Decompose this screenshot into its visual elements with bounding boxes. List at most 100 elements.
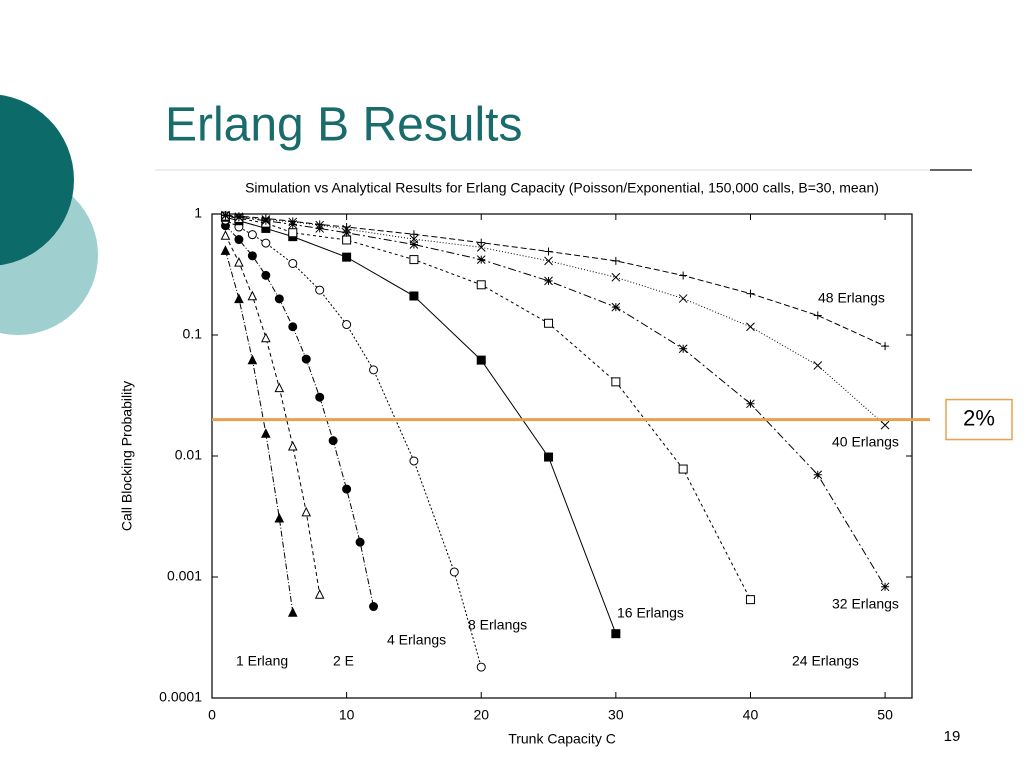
marker (301, 506, 312, 517)
marker (409, 230, 418, 239)
series-line (225, 219, 482, 668)
marker (261, 428, 271, 438)
marker (274, 382, 285, 393)
marker (274, 512, 285, 523)
marker (342, 228, 351, 238)
marker (315, 285, 325, 295)
marker (880, 582, 890, 592)
marker (247, 230, 257, 240)
page-number: 19 (944, 728, 961, 745)
marker (261, 238, 271, 248)
marker (328, 436, 338, 446)
marker (611, 629, 621, 639)
series-label: 48 Erlangs (818, 290, 885, 306)
y-axis-label: Call Blocking Probability (119, 381, 135, 531)
x-tick-label: 50 (877, 707, 893, 723)
marker (544, 256, 553, 266)
series-line (224, 250, 294, 613)
marker (342, 320, 352, 330)
x-tick-label: 30 (608, 707, 624, 723)
series-label: 24 Erlangs (792, 653, 859, 669)
marker (221, 211, 230, 220)
threshold-box (945, 398, 1013, 441)
marker (234, 293, 244, 304)
marker (301, 354, 311, 364)
marker (369, 602, 379, 612)
marker (261, 270, 271, 280)
marker (342, 223, 351, 232)
marker (611, 377, 621, 387)
y-tick-label: 0.01 (175, 447, 202, 463)
y-tick-label: 0.1 (183, 326, 203, 342)
marker (449, 567, 459, 577)
series-label: 32 Erlangs (832, 596, 899, 612)
marker (288, 322, 298, 332)
marker (274, 294, 284, 304)
marker (544, 318, 554, 328)
marker (678, 464, 688, 474)
marker (544, 276, 553, 286)
marker (355, 537, 365, 547)
series-label: 8 Erlangs (468, 617, 527, 633)
marker (476, 355, 486, 365)
series-label: 1 Erlang (236, 653, 288, 669)
x-tick-label: 20 (473, 707, 489, 723)
marker (342, 484, 352, 494)
marker (409, 291, 419, 301)
series-line (225, 215, 886, 588)
marker (746, 399, 755, 409)
marker (813, 361, 823, 370)
marker (880, 420, 890, 430)
marker (342, 252, 352, 262)
marker (342, 235, 352, 245)
series-label: 2 E (333, 653, 354, 669)
marker (234, 212, 243, 221)
marker (678, 294, 688, 303)
marker (288, 217, 297, 226)
marker (288, 258, 298, 268)
x-tick-label: 0 (208, 707, 216, 723)
marker (287, 607, 298, 617)
marker (247, 251, 257, 261)
marker (745, 595, 755, 605)
series-line (225, 214, 886, 347)
marker (315, 392, 325, 402)
marker (544, 247, 553, 256)
slide-title: Erlang B Results (165, 99, 523, 152)
series-line (225, 214, 886, 426)
marker (813, 311, 822, 320)
marker (409, 255, 419, 265)
marker (314, 589, 325, 599)
marker (611, 256, 620, 265)
marker (261, 332, 271, 343)
series-line (225, 216, 617, 634)
marker (287, 440, 298, 451)
marker (220, 230, 231, 240)
marker (234, 235, 244, 245)
decor-circle (0, 94, 74, 266)
marker (247, 290, 258, 301)
y-tick-label: 0.0001 (159, 689, 202, 705)
marker (409, 456, 419, 466)
y-tick-label: 1 (194, 205, 202, 221)
marker (220, 245, 231, 255)
x-tick-label: 10 (339, 707, 355, 723)
marker (679, 271, 688, 280)
marker (476, 255, 486, 264)
chart-title: Simulation vs Analytical Results for Erl… (245, 180, 879, 196)
marker (611, 302, 621, 312)
marker (678, 344, 688, 354)
marker (261, 214, 270, 223)
marker (544, 452, 554, 462)
threshold-label: 2% (963, 405, 995, 430)
marker (611, 272, 621, 282)
marker (315, 220, 324, 229)
marker (746, 289, 755, 298)
marker (746, 322, 755, 332)
marker (476, 280, 486, 290)
marker (288, 228, 298, 238)
marker (234, 257, 244, 267)
series-line (225, 235, 321, 595)
